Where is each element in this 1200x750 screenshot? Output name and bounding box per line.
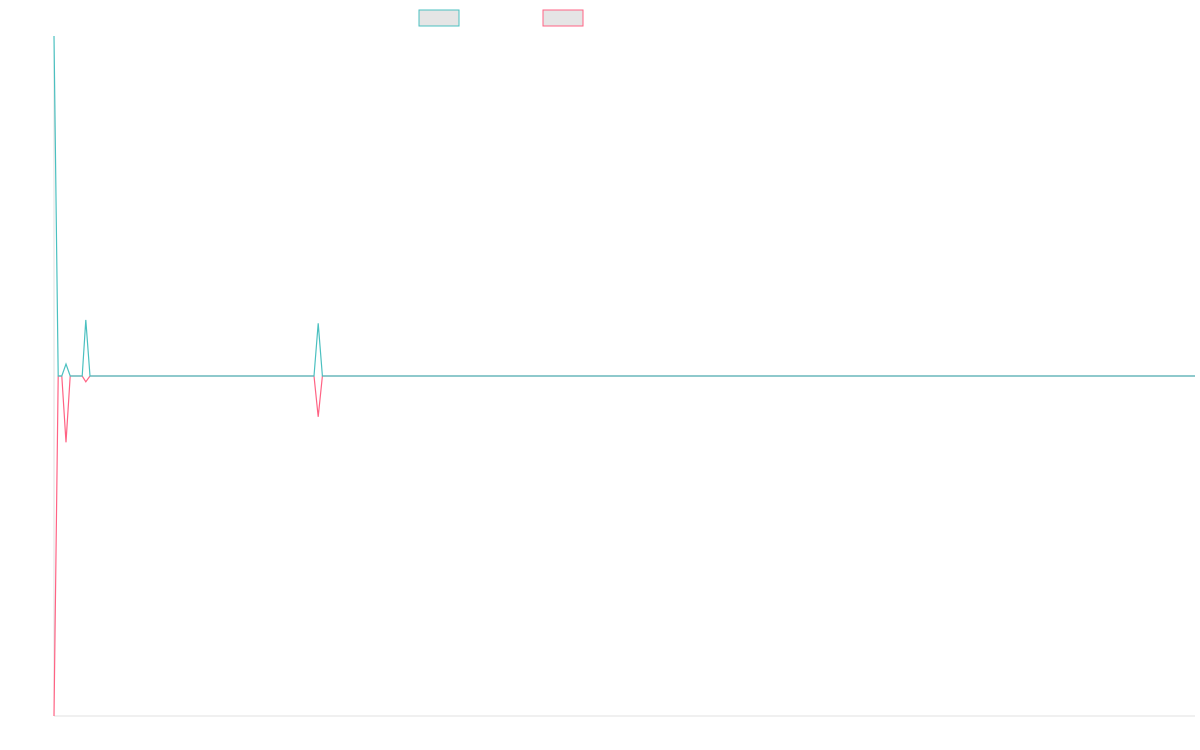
chart-axes [53,36,1195,717]
series-1-line [53,35,1195,377]
chart-series [53,35,1195,717]
legend-swatch-series-1 [418,9,460,27]
legend-swatch-series-2 [542,9,584,27]
series-2-line [53,375,1195,717]
chart-legend [418,9,584,27]
